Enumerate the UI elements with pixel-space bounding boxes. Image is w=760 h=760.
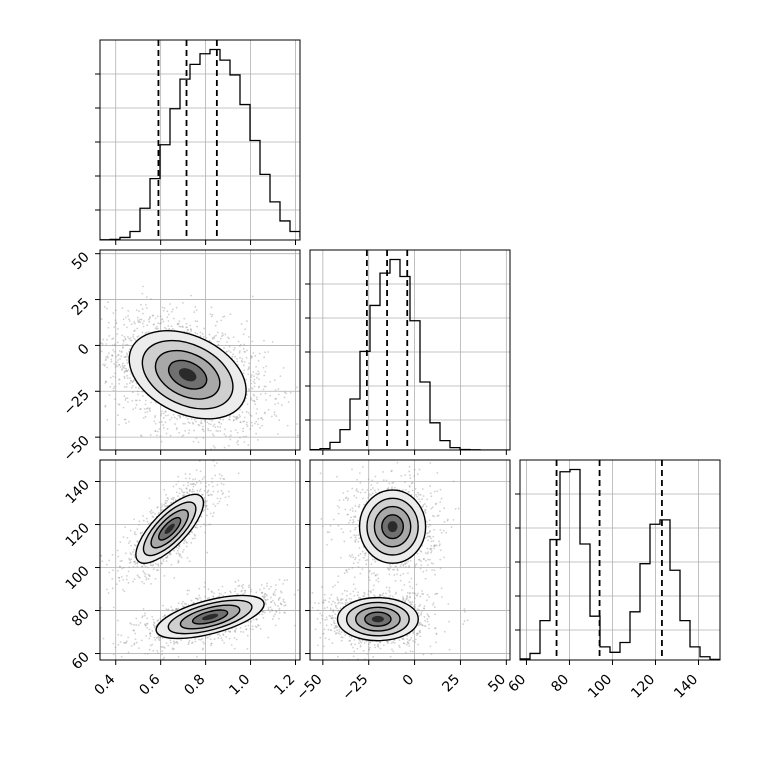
contour-line [191, 609, 229, 625]
x-tick-label: 100 [585, 672, 615, 702]
histogram-panel-1 [305, 249, 511, 455]
histogram-step [310, 258, 510, 450]
y-tick-label: 25 [69, 295, 93, 319]
y-tick-label: 120 [63, 520, 93, 550]
contour-line [336, 596, 419, 642]
histogram-step [100, 48, 300, 240]
contour-line [373, 505, 412, 548]
density-level [387, 521, 398, 533]
x-tick-label: 120 [628, 672, 658, 702]
histogram-panel-2: 60 80 100 120 140 [505, 459, 721, 702]
contour-line [158, 516, 182, 541]
y-tick-label: 100 [63, 563, 93, 593]
density-level [202, 613, 219, 621]
histogram-panel-0 [95, 39, 301, 245]
y-tick-label: −25 [61, 387, 93, 419]
contour-line [154, 349, 221, 400]
x-tick-label: 0.8 [181, 672, 208, 699]
contour-line [150, 509, 189, 549]
contour-line [135, 493, 205, 564]
contour-line [366, 497, 419, 556]
density-level [164, 523, 175, 534]
contour-line [354, 606, 401, 632]
contour-line [364, 611, 392, 627]
contour-line [167, 359, 208, 390]
histogram-step [520, 468, 720, 660]
x-tick-label: 50 [485, 672, 509, 696]
contour-line [128, 330, 247, 420]
x-tick-label: −25 [339, 672, 371, 704]
x-tick-label: 1.0 [226, 672, 253, 699]
x-tick-label: 25 [439, 672, 463, 696]
contour-line [142, 501, 197, 557]
x-tick-label: 0.4 [92, 671, 119, 698]
scatter-panel-0-1: −50 −25 0 25 50 [61, 249, 301, 465]
contour-line [345, 601, 410, 637]
y-tick-label: 140 [63, 477, 93, 507]
contour-line [155, 594, 265, 640]
y-tick-label: 60 [69, 649, 93, 673]
y-tick-label: 0 [75, 341, 93, 359]
x-tick-label: 0 [400, 672, 418, 690]
contour-line [179, 604, 241, 630]
density-level [371, 615, 384, 623]
y-tick-label: 50 [69, 249, 93, 273]
y-tick-label: −50 [61, 433, 93, 465]
contour-line [381, 514, 405, 540]
contour-line [167, 599, 253, 635]
x-tick-label: 80 [548, 672, 572, 696]
contour-line [358, 489, 427, 564]
x-tick-label: 140 [671, 672, 701, 702]
contour-line [141, 339, 234, 410]
x-tick-label: 0.6 [136, 671, 163, 698]
scatter-panel-1-2: −50 −25 0 25 50 [293, 459, 511, 704]
x-tick-label: −50 [293, 672, 325, 704]
x-tick-label: 60 [505, 672, 529, 696]
y-tick-label: 80 [69, 606, 93, 630]
density-level [178, 368, 197, 382]
